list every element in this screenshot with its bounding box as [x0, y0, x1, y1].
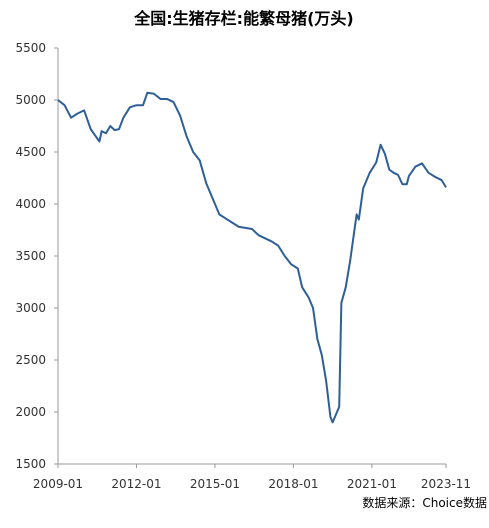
x-tick-label: 2023-11: [421, 477, 471, 491]
x-tick-label: 2015-01: [190, 477, 240, 491]
y-tick-label: 2500: [15, 353, 46, 367]
chart-title: 全国:生猪存栏:能繁母猪(万头): [133, 9, 353, 28]
data-line: [57, 91, 447, 424]
y-tick-label: 2000: [15, 405, 46, 419]
y-tick-label: 4500: [15, 145, 46, 159]
x-tick-label: 2018-01: [268, 477, 318, 491]
x-tick-label: 2012-01: [111, 477, 161, 491]
y-tick-label: 4000: [15, 197, 46, 211]
x-tick-label: 2009-01: [33, 477, 83, 491]
source-note: 数据来源：Choice数据: [362, 495, 487, 510]
y-tick-label: 5000: [15, 93, 46, 107]
y-tick-label: 5500: [15, 41, 46, 55]
x-tick-label: 2021-01: [347, 477, 397, 491]
y-tick-label: 3500: [15, 249, 46, 263]
y-tick-label: 3000: [15, 301, 46, 315]
y-tick-label: 1500: [15, 457, 46, 471]
